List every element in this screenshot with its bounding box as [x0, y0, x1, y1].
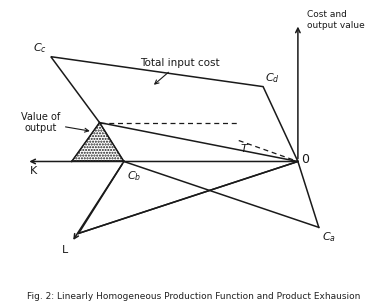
Text: K: K: [30, 166, 37, 176]
Text: $C_d$: $C_d$: [265, 71, 279, 85]
Text: Fig. 2: Linearly Homogeneous Production Function and Product Exhausion: Fig. 2: Linearly Homogeneous Production …: [27, 292, 360, 301]
Text: T: T: [240, 144, 247, 153]
Polygon shape: [79, 161, 298, 233]
Text: Total input cost: Total input cost: [140, 58, 219, 84]
Text: 0: 0: [301, 153, 309, 167]
Text: $C_b$: $C_b$: [127, 169, 142, 183]
Text: L: L: [62, 245, 68, 255]
Text: $C_a$: $C_a$: [322, 230, 336, 244]
Text: $C_c$: $C_c$: [33, 41, 47, 55]
Text: Value of
output: Value of output: [21, 112, 89, 133]
Polygon shape: [72, 123, 124, 161]
Text: Cost and
output value: Cost and output value: [307, 10, 364, 31]
